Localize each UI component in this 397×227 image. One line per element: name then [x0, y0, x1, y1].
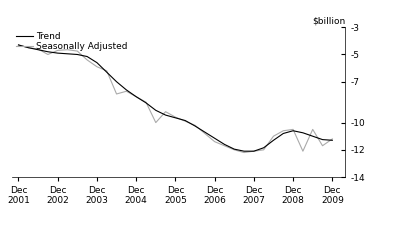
- Text: $billion: $billion: [312, 17, 345, 26]
- Legend: Trend, Seasonally Adjusted: Trend, Seasonally Adjusted: [16, 32, 128, 51]
